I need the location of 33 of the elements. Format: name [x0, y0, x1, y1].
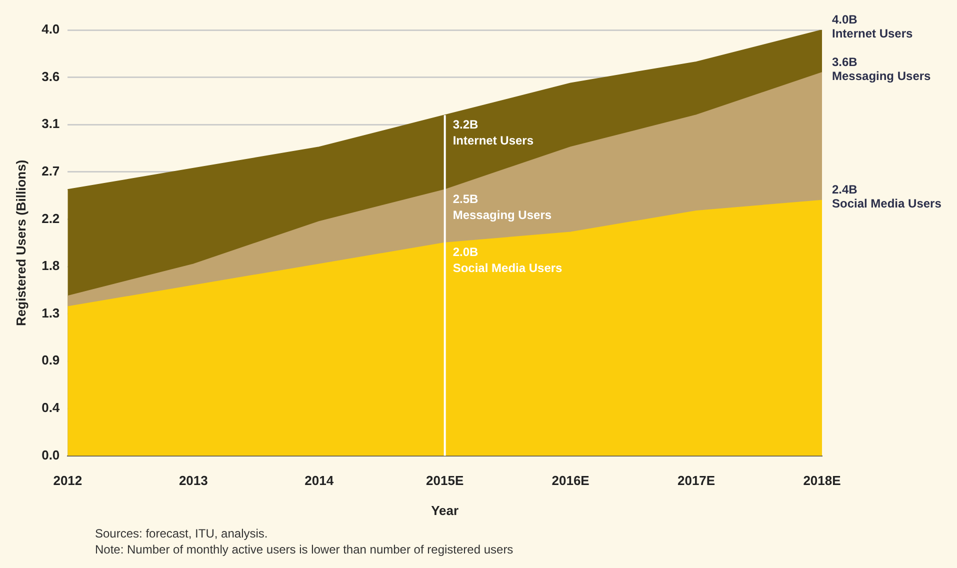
x-axis-title: Year	[431, 502, 459, 518]
y-axis-title: Registered Users (Billions)	[13, 160, 28, 326]
y-tick-label: 2.2	[42, 210, 60, 226]
source-note: Sources: forecast, ITU, analysis.	[95, 526, 268, 540]
text: Messaging Users	[452, 208, 552, 222]
data-label: 3.6B	[832, 54, 858, 69]
series-label: Internet Users	[832, 26, 914, 40]
data-label: 2.5B	[452, 192, 479, 206]
y-tick-label: 3.6	[42, 68, 60, 84]
y-tick-label: 2.7	[42, 163, 60, 178]
text: Social Media Users	[452, 261, 562, 276]
y-tick-label: 0.0	[42, 447, 60, 462]
data-label: 4.0B	[832, 12, 858, 26]
text: Internet Users	[452, 133, 534, 148]
data-label: 2.0B	[452, 245, 479, 260]
data-label: 2.4B	[832, 182, 858, 197]
x-tick-label: 2018E	[803, 473, 842, 488]
x-tick-label: 2016E	[552, 473, 590, 488]
x-tick-label: 2014	[304, 473, 334, 488]
y-tick-label: 4.0	[42, 22, 60, 37]
text: Note: Number of monthly active users is lower than number of registered users	[95, 542, 514, 556]
y-tick-label: 0.9	[42, 352, 60, 368]
series-label: Social Media Users	[832, 196, 942, 211]
x-tick-label: 2017E	[677, 473, 716, 488]
data-label: 3.2B	[452, 117, 479, 132]
y-tick-label: 3.1	[42, 116, 60, 132]
x-tick-label: 2013	[178, 473, 208, 488]
y-tick-label: 0.4	[42, 400, 60, 416]
y-tick-label: 1.3	[42, 305, 60, 320]
x-tick-label: 2015E	[426, 473, 464, 488]
series-label: Messaging Users	[832, 68, 932, 83]
y-tick-label: 1.8	[42, 258, 60, 274]
x-tick-label: 2012	[53, 473, 82, 488]
